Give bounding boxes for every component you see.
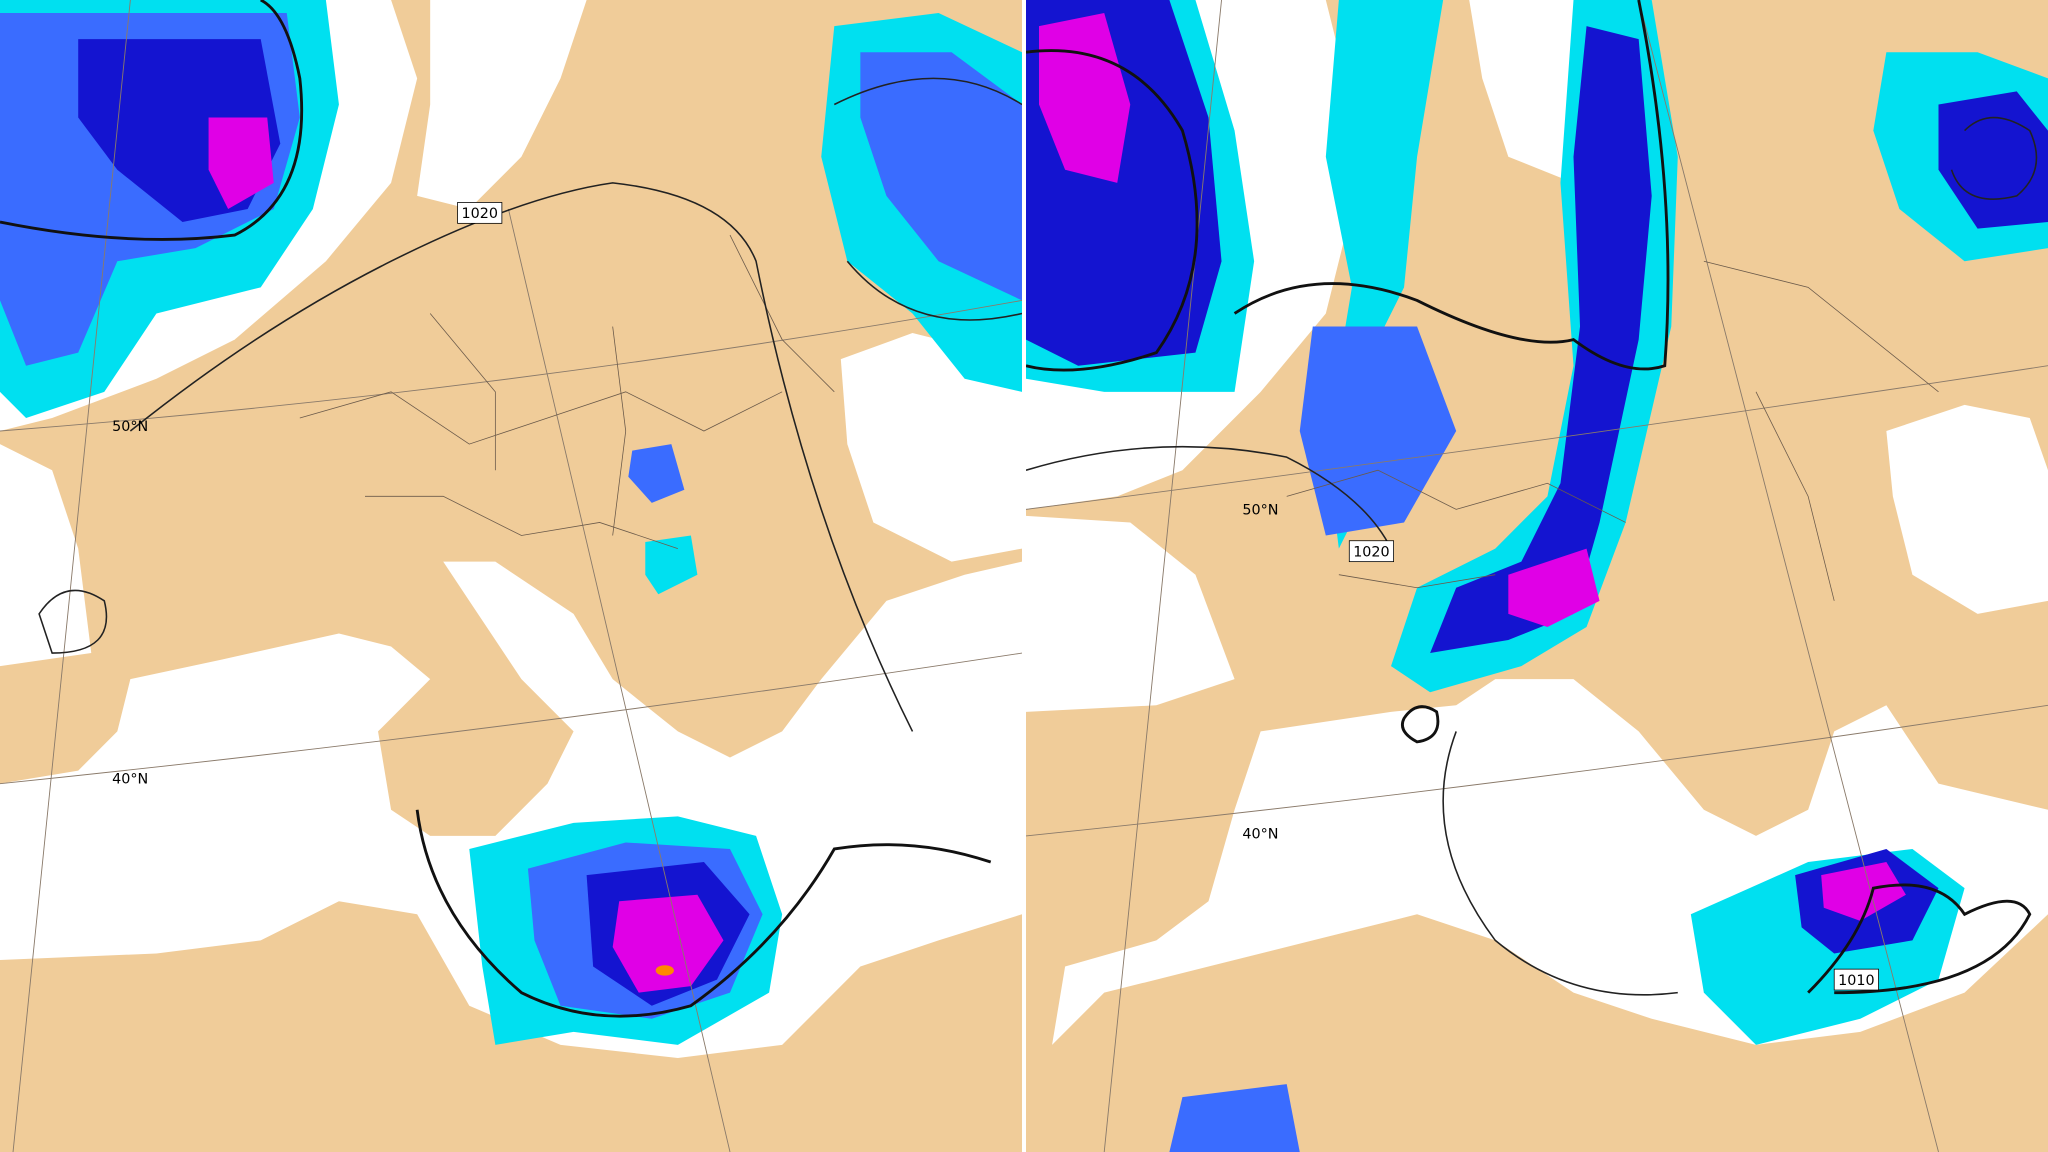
isobar — [1026, 49, 1199, 372]
black-sea — [840, 333, 1022, 562]
isobar — [1026, 116, 2038, 996]
precip-intense — [1821, 862, 1906, 921]
precip-intense — [1508, 548, 1600, 627]
label-box — [457, 202, 503, 224]
precip-intense — [1039, 13, 1131, 183]
borders — [1286, 260, 1939, 601]
precip-moderate — [1299, 326, 1457, 536]
precip-light — [645, 535, 698, 595]
borders — [299, 234, 835, 549]
biscay — [1026, 515, 1235, 712]
precip-intense — [208, 117, 274, 209]
label-box — [1348, 540, 1394, 563]
graticule — [1026, 0, 2048, 1152]
isobar-label: 1020 — [461, 206, 497, 222]
isobar — [415, 809, 992, 1018]
precip-moderate — [1169, 1084, 1300, 1152]
map-panel-right: 1020 1010 50°N 40°N — [1026, 0, 2048, 1152]
isobar-label: 1010 — [1838, 973, 1874, 989]
isobar — [0, 0, 304, 241]
baltic — [417, 0, 587, 209]
isobar-label: 1020 — [1353, 544, 1389, 560]
precip-light — [1325, 0, 1444, 549]
latitude-label: 40°N — [112, 772, 148, 788]
precip-peak — [655, 965, 674, 976]
isobar — [38, 589, 108, 654]
isobar — [833, 77, 1022, 321]
precip-heavy — [1430, 26, 1652, 654]
latitude-label: 40°N — [1242, 827, 1278, 843]
latitude-label: 50°N — [1242, 503, 1278, 519]
isobar — [1400, 705, 1440, 744]
isobar — [129, 182, 914, 732]
graticule — [0, 0, 1022, 1152]
latitude-label: 50°N — [112, 419, 148, 435]
precip-intense — [612, 894, 724, 993]
map-panel-left: 1020 50°N 40°N — [0, 0, 1022, 1152]
isobar — [1807, 883, 2032, 995]
precip-moderate — [628, 444, 685, 503]
isobar — [1233, 0, 1670, 371]
black-sea — [1886, 404, 2048, 614]
label-box — [1833, 968, 1879, 991]
precip-moderate — [860, 52, 1022, 301]
